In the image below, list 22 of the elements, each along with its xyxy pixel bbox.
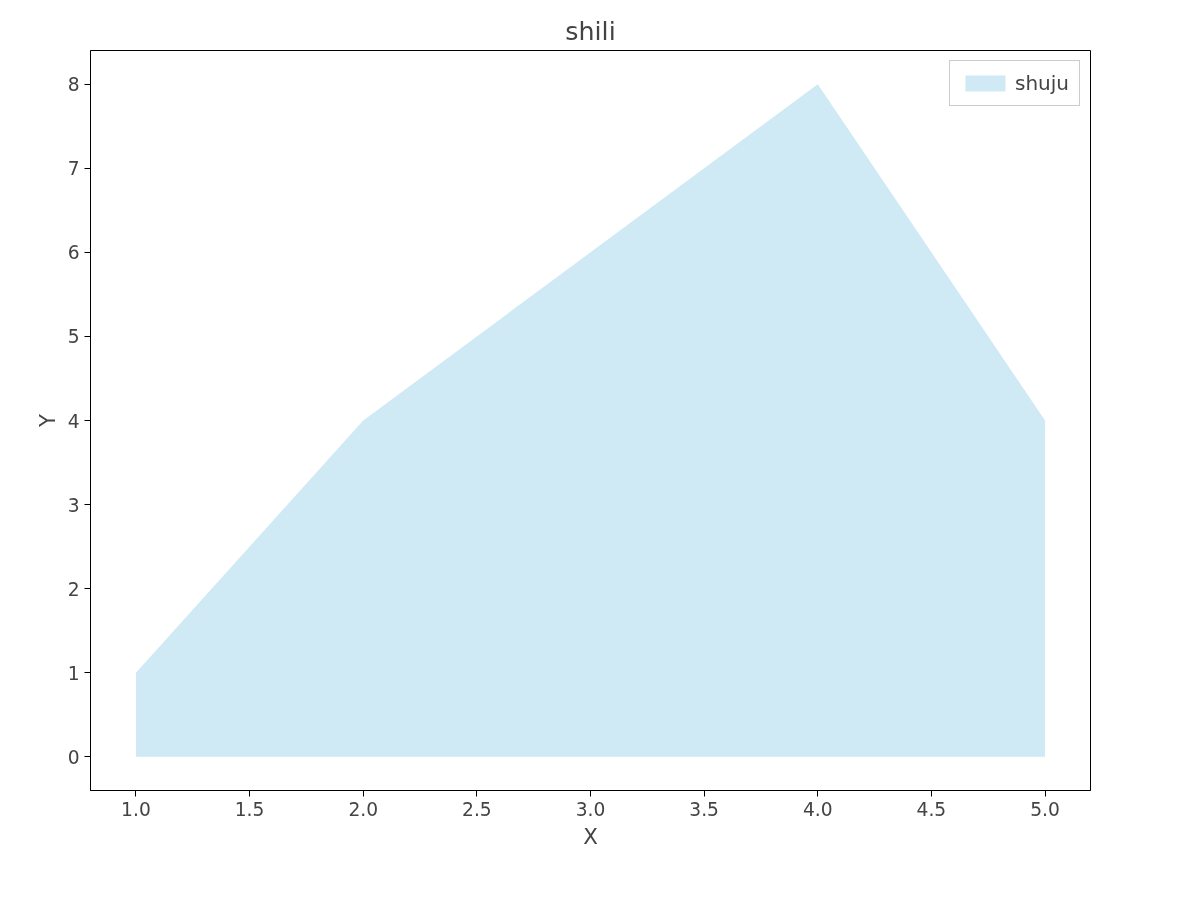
- legend-label: shuju: [1014, 71, 1069, 95]
- y-tick-label: 0: [67, 746, 80, 768]
- y-tick-label: 5: [67, 326, 80, 348]
- y-tick-label: 6: [67, 242, 80, 264]
- x-tick-label: 3.5: [689, 798, 719, 820]
- y-tick-label: 3: [67, 494, 80, 516]
- y-tick-label: 2: [67, 578, 80, 600]
- x-tick-label: 2.0: [348, 798, 379, 820]
- y-tick-label: 4: [67, 410, 80, 432]
- y-axis-title: Y: [34, 413, 60, 429]
- x-axis-title: X: [583, 823, 598, 849]
- x-tick-label: 2.5: [462, 798, 492, 820]
- x-tick-label: 3.0: [575, 798, 606, 820]
- x-tick-label: 1.0: [121, 798, 151, 820]
- y-tick-label: 7: [67, 158, 80, 180]
- y-tick-label: 1: [67, 662, 80, 684]
- x-tick-label: 5.0: [1030, 798, 1060, 820]
- x-tick-label: 4.5: [916, 798, 947, 820]
- y-tick-label: 8: [67, 74, 80, 96]
- chart-title: shili: [565, 15, 616, 46]
- x-tick-label: 1.5: [234, 798, 265, 820]
- x-tick-label: 4.0: [802, 798, 833, 820]
